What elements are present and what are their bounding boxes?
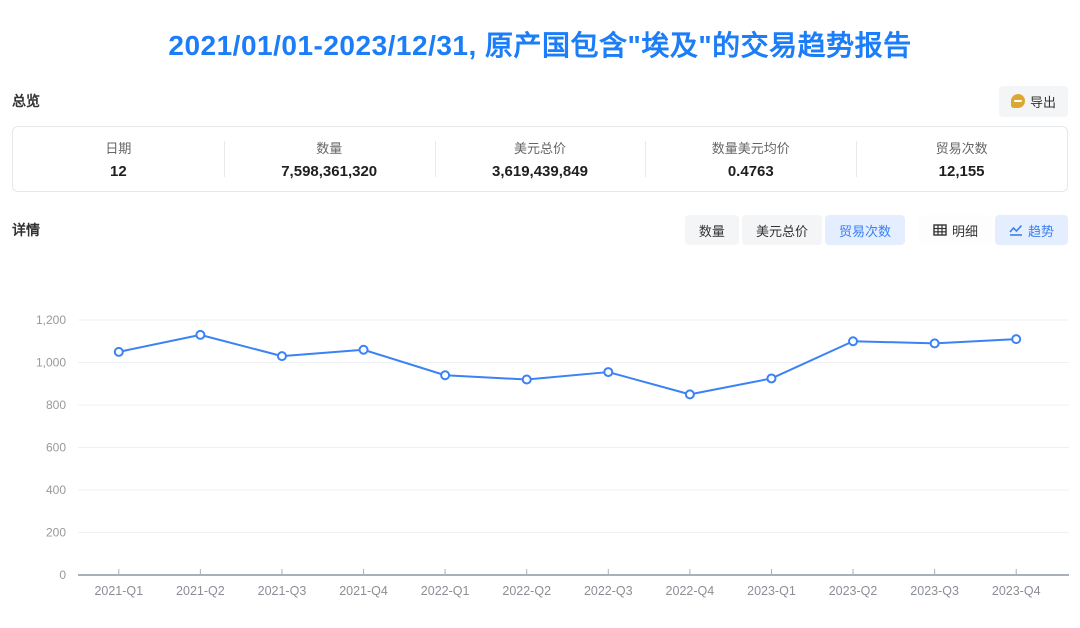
stat-label: 数量美元均价 [711,141,790,156]
title-bar: 2021/01/01-2023/12/31, 原产国包含"埃及"的交易趋势报告 [0,0,1080,80]
svg-text:2023-Q3: 2023-Q3 [910,584,959,598]
details-label: 详情 [12,222,40,238]
stat-avg-unit-price: 数量美元均价 0.4763 [645,127,856,191]
view-tab-detail[interactable]: 明细 [918,215,992,245]
trend-chart: 0 200 400 600 800 1,000 1,200 2021-Q1 2021-Q2 202… [36,313,1069,598]
overview-label: 总览 [12,93,40,109]
table-icon [933,224,947,236]
svg-text:2022-Q4: 2022-Q4 [666,584,715,598]
tab-label: 明细 [951,223,978,239]
svg-text:600: 600 [46,441,66,455]
trend-icon [1009,224,1023,236]
stat-label: 贸易次数 [935,141,988,156]
summary-card: 日期 12 数量 7,598,361,320 美元总价 3,619,439,84… [12,126,1068,192]
metric-tab-usd-total[interactable]: 美元总价 [741,215,822,245]
svg-text:2022-Q1: 2022-Q1 [421,584,470,598]
svg-text:2022-Q2: 2022-Q2 [502,584,551,598]
svg-text:200: 200 [46,526,66,540]
tab-label: 贸易次数 [838,223,891,239]
stat-value: 12 [110,163,127,180]
overview-section-header: 总览 导出 [0,84,1080,118]
svg-text:2023-Q1: 2023-Q1 [747,584,796,598]
export-button-label: 导出 [1029,94,1056,110]
coin-icon [1010,94,1025,108]
page-title: 2021/01/01-2023/12/31, 原产国包含"埃及"的交易趋势报告 [168,30,912,61]
stat-quantity: 数量 7,598,361,320 [223,127,435,191]
svg-text:2021-Q4: 2021-Q4 [339,584,388,598]
svg-text:0: 0 [59,568,66,582]
stat-usd-total: 美元总价 3,619,439,849 [434,127,646,191]
svg-text:2023-Q2: 2023-Q2 [829,584,878,598]
stat-value: 0.4763 [727,163,774,180]
metric-tab-group: 数量 美元总价 贸易次数 [684,215,905,245]
view-tab-group: 明细 趋势 [918,215,1068,245]
svg-text:800: 800 [46,398,66,412]
details-section-header: 详情 数量 美元总价 贸易次数 [0,214,1080,246]
view-tab-trend[interactable]: 趋势 [994,215,1068,245]
svg-text:2021-Q3: 2021-Q3 [258,584,307,598]
stat-label: 日期 [105,141,132,156]
svg-text:2021-Q2: 2021-Q2 [176,584,225,598]
trend-chart-container: 0 200 400 600 800 1,000 1,200 2021-Q1 2021-Q2 202… [12,296,1072,626]
tab-label: 美元总价 [755,223,808,239]
stat-date: 日期 12 [13,127,224,191]
stat-value: 12,155 [938,163,985,180]
tab-label: 趋势 [1027,223,1054,239]
stat-trade-count: 贸易次数 12,155 [856,127,1067,191]
stat-value: 7,598,361,320 [281,163,378,180]
metric-tab-trade-count[interactable]: 贸易次数 [824,215,905,245]
export-button[interactable]: 导出 [998,85,1068,117]
svg-text:2022-Q3: 2022-Q3 [584,584,633,598]
tab-groups: 数量 美元总价 贸易次数 明细 [684,215,1068,245]
stat-label: 数量 [316,141,343,156]
svg-text:400: 400 [46,483,66,497]
svg-text:2023-Q4: 2023-Q4 [992,584,1041,598]
tab-label: 数量 [698,223,725,239]
stat-label: 美元总价 [513,141,566,156]
svg-text:2021-Q1: 2021-Q1 [94,584,143,598]
metric-tab-quantity[interactable]: 数量 [684,215,739,245]
svg-text:1,000: 1,000 [36,356,66,370]
stat-value: 3,619,439,849 [492,163,588,180]
svg-text:1,200: 1,200 [36,313,66,327]
